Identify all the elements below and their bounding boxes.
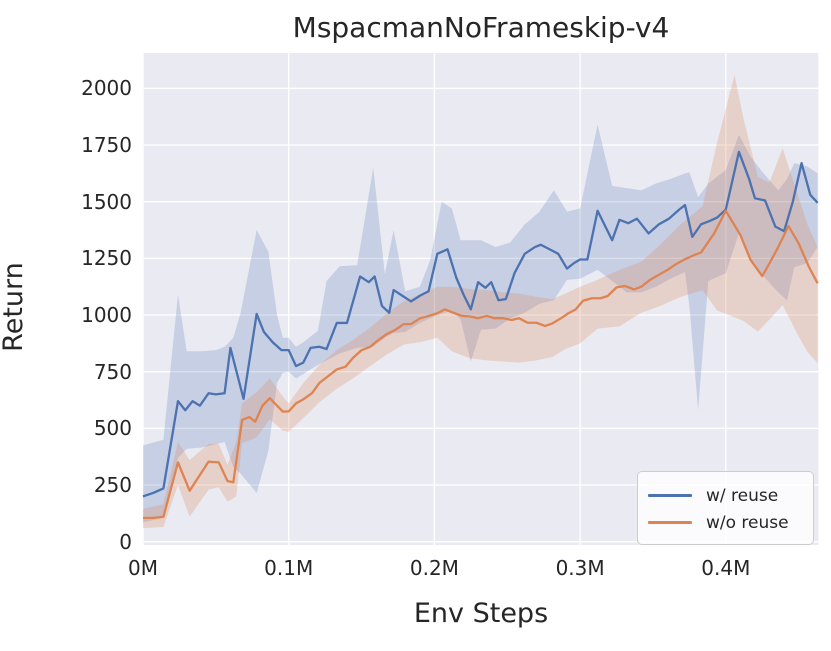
legend-line-sample-blue <box>648 494 692 497</box>
y-tick-label: 0 <box>119 529 132 554</box>
series-line-0 <box>142 150 819 498</box>
x-axis-label: Env Steps <box>413 598 549 629</box>
y-tick-label: 1750 <box>81 133 132 158</box>
confidence-band-series-0 <box>143 124 818 523</box>
y-tick-label: 500 <box>93 416 132 441</box>
y-tick-label: 1500 <box>81 189 132 214</box>
legend: w/ reuse w/o reuse <box>637 471 814 545</box>
x-tick-label: 0.3M <box>555 556 605 580</box>
legend-entry-with-reuse: w/ reuse <box>648 483 801 509</box>
y-tick-label: 2000 <box>81 76 132 101</box>
x-tick-label: 0.4M <box>701 556 751 580</box>
y-tick-label: 1000 <box>81 303 132 328</box>
x-tick-label: 0.2M <box>409 556 459 580</box>
y-tick-label: 750 <box>93 359 132 384</box>
x-tick-label: 0.1M <box>264 556 314 580</box>
axes-background <box>143 53 819 545</box>
legend-label: w/o reuse <box>706 512 789 533</box>
confidence-band-series-1 <box>143 74 818 529</box>
y-tick-label: 250 <box>93 473 132 498</box>
x-tick-label: 0M <box>128 556 158 580</box>
legend-entry-without-reuse: w/o reuse <box>648 510 801 536</box>
series-line-1 <box>143 209 819 520</box>
y-tick-label: 1250 <box>81 246 132 271</box>
legend-label: w/ reuse <box>706 485 779 506</box>
legend-line-sample-orange <box>648 521 692 524</box>
chart-title: MspacmanNoFrameskip-v4 <box>292 11 670 44</box>
